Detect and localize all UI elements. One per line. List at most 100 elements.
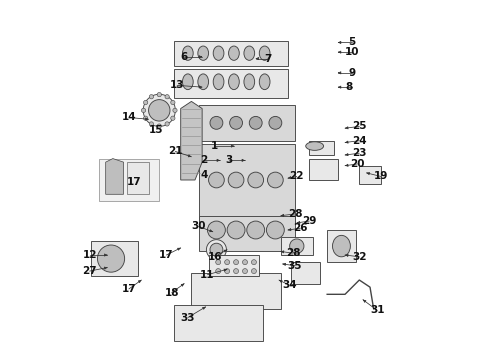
Circle shape [209,172,224,188]
Ellipse shape [228,74,239,90]
Text: 25: 25 [352,121,367,131]
Circle shape [224,269,230,274]
Circle shape [251,269,256,274]
Bar [309,158,338,180]
Text: 24: 24 [352,136,367,146]
Text: 35: 35 [288,261,302,271]
Circle shape [249,116,262,129]
Text: 22: 22 [290,171,304,181]
Text: 18: 18 [165,288,179,297]
Bar [309,141,334,155]
Circle shape [173,108,177,112]
Ellipse shape [198,46,209,60]
Circle shape [243,269,247,274]
Bar [173,305,263,341]
Text: 14: 14 [122,112,136,122]
Text: 5: 5 [348,37,356,48]
Bar [281,237,313,255]
Circle shape [149,122,153,126]
Circle shape [243,260,247,265]
Text: 16: 16 [207,252,222,262]
Ellipse shape [228,46,239,60]
Circle shape [247,221,265,239]
Text: 20: 20 [350,159,365,169]
Circle shape [143,94,175,126]
Circle shape [267,221,284,239]
Text: 6: 6 [181,52,188,62]
Text: 10: 10 [345,47,360,57]
Text: 26: 26 [293,223,308,233]
Ellipse shape [259,46,270,60]
Text: 19: 19 [373,171,388,181]
Text: 3: 3 [225,156,233,165]
Circle shape [216,260,220,265]
Text: 8: 8 [345,82,352,92]
Ellipse shape [244,74,255,90]
Bar [198,216,295,251]
Circle shape [248,172,264,188]
Text: 29: 29 [302,216,317,226]
Circle shape [142,108,146,112]
Text: 27: 27 [82,266,97,276]
Circle shape [210,243,223,256]
Bar [292,262,320,284]
Bar [359,166,381,184]
Circle shape [228,172,244,188]
Text: 7: 7 [265,54,272,64]
Circle shape [157,93,161,97]
Ellipse shape [213,46,224,60]
Circle shape [216,269,220,274]
Text: 9: 9 [348,68,356,78]
Text: 17: 17 [127,177,142,187]
Circle shape [210,116,223,129]
Circle shape [234,260,239,265]
Ellipse shape [213,74,224,90]
Text: 21: 21 [168,147,183,157]
Bar [209,255,259,276]
Bar [127,162,148,194]
Bar [173,69,288,98]
Bar [173,41,288,66]
Circle shape [171,116,175,120]
Text: 12: 12 [82,250,97,260]
Polygon shape [181,102,202,180]
Circle shape [98,245,124,272]
Text: 28: 28 [288,209,302,219]
Circle shape [234,269,239,274]
Text: 1: 1 [211,141,218,151]
Text: 17: 17 [159,250,174,260]
Circle shape [148,100,170,121]
Circle shape [144,100,148,105]
Text: 30: 30 [191,221,206,231]
Circle shape [230,116,243,129]
Circle shape [171,100,175,105]
Ellipse shape [198,74,209,90]
Circle shape [165,95,169,99]
Text: 34: 34 [282,280,297,291]
Circle shape [207,221,225,239]
Circle shape [251,260,256,265]
Text: 32: 32 [352,252,367,262]
Ellipse shape [182,46,193,60]
Circle shape [157,124,161,128]
Text: 28: 28 [286,248,300,258]
Circle shape [269,116,282,129]
Text: 13: 13 [170,80,184,90]
Text: 23: 23 [352,148,367,158]
Circle shape [290,239,304,253]
Bar [327,230,356,262]
Text: 2: 2 [200,156,208,165]
Text: 15: 15 [148,125,163,135]
Circle shape [268,172,283,188]
Circle shape [165,122,169,126]
Ellipse shape [182,74,193,90]
Ellipse shape [306,142,323,150]
Text: 31: 31 [370,305,385,315]
Circle shape [144,116,148,120]
Ellipse shape [244,46,255,60]
Ellipse shape [333,235,350,257]
Circle shape [227,221,245,239]
Text: 11: 11 [200,270,215,280]
Text: 4: 4 [200,170,208,180]
Circle shape [149,95,153,99]
